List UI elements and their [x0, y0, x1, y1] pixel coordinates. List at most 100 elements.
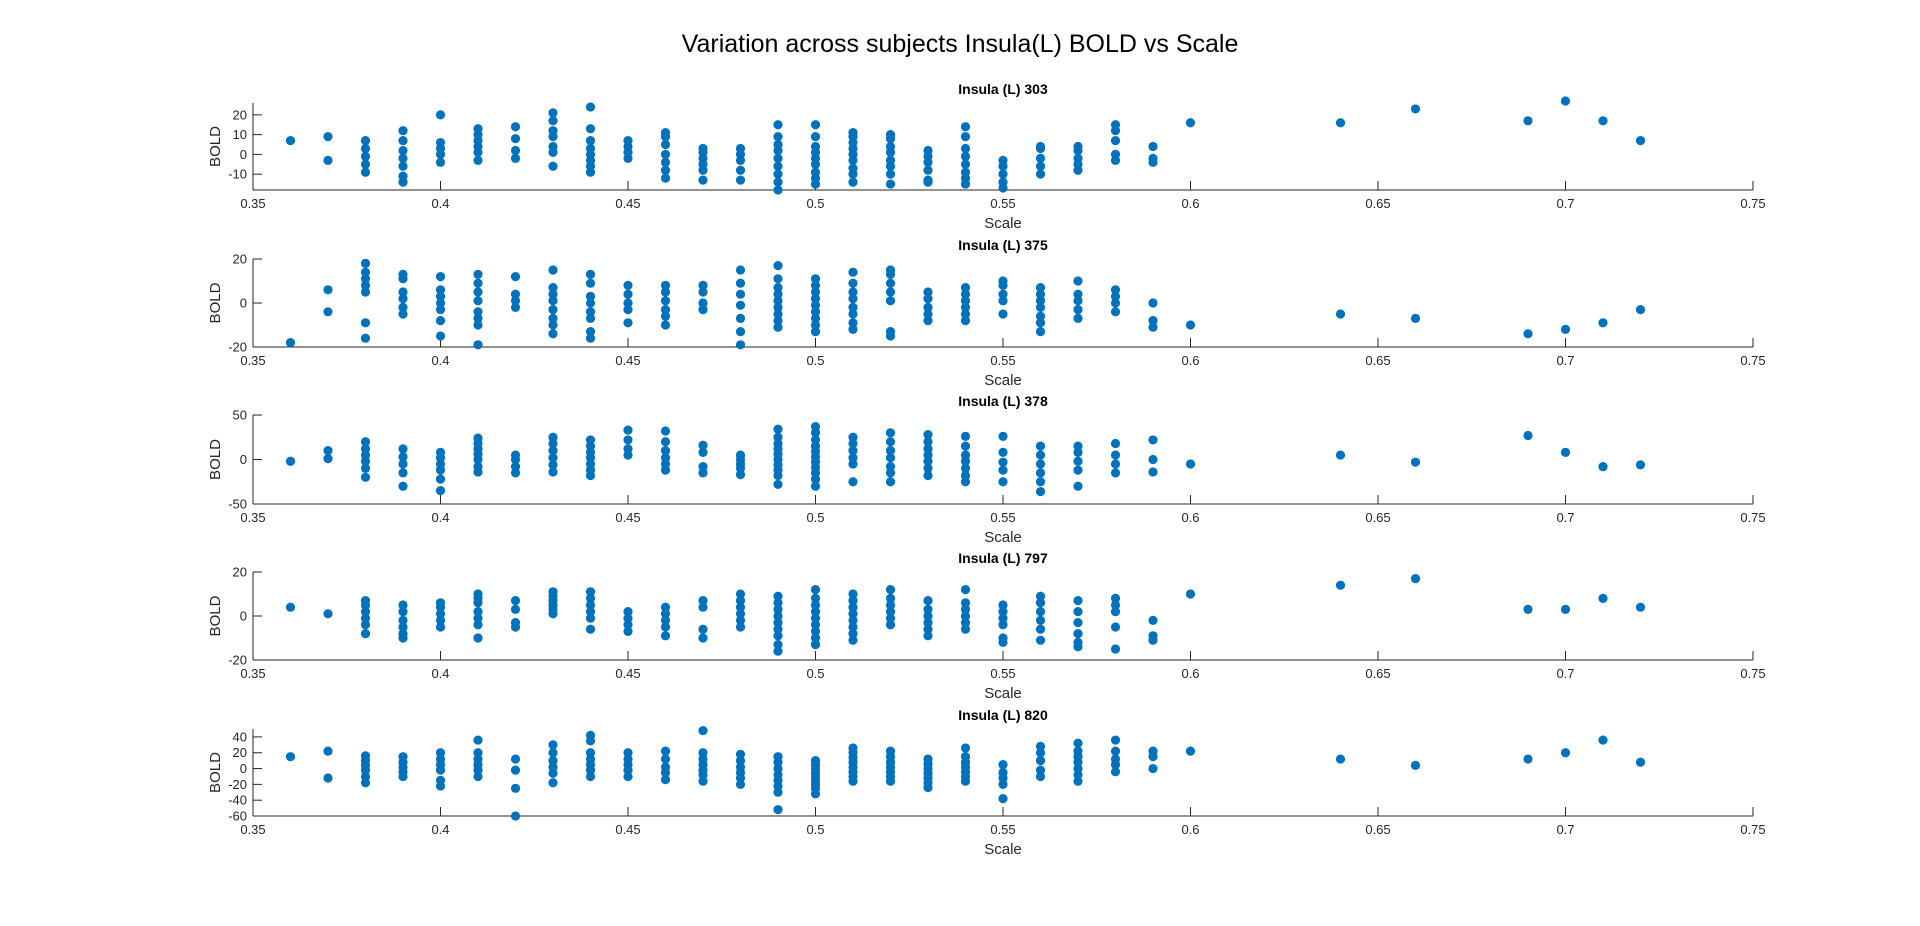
data-point [360, 629, 371, 639]
data-point [848, 324, 858, 334]
data-point [848, 629, 858, 639]
data-point [1035, 169, 1046, 179]
data-point [323, 155, 333, 165]
data-point [848, 438, 858, 449]
data-point [1073, 763, 1083, 774]
panel-2: Insula (L) 375 0.35 0.4 0.45 0.5 0.55 0.6 0.65 0… [207, 237, 1766, 389]
y-tick-label: 0 [240, 761, 247, 776]
data-point [1073, 776, 1083, 786]
data-point [773, 631, 783, 641]
data-point [885, 287, 896, 297]
data-point [585, 470, 596, 481]
data-point [1073, 289, 1083, 299]
data-point [698, 305, 708, 315]
data-point [773, 185, 783, 195]
data-point [923, 604, 933, 615]
data-point [773, 479, 783, 490]
data-point [960, 132, 971, 142]
data-point [323, 285, 333, 295]
data-point [510, 604, 521, 615]
data-point [473, 467, 483, 477]
data-point [360, 771, 371, 782]
data-point [960, 143, 971, 154]
data-point [960, 431, 971, 441]
data-point [1598, 735, 1608, 745]
data-point [585, 624, 596, 634]
data-point [473, 620, 483, 630]
data-point [885, 147, 896, 158]
data-point [1035, 741, 1046, 752]
data-point [885, 453, 896, 463]
data-point [1110, 622, 1121, 632]
data-point [398, 126, 408, 136]
data-point [998, 447, 1008, 457]
data-point [435, 157, 446, 167]
data-point [435, 609, 446, 619]
data-point [473, 313, 483, 323]
data-point [510, 145, 521, 156]
data-point [1335, 309, 1346, 319]
x-tick-label: 0.35 [240, 353, 265, 368]
data-point [885, 585, 896, 595]
data-point [698, 725, 708, 736]
data-point [1560, 447, 1571, 457]
data-point [660, 754, 671, 764]
data-point [998, 759, 1008, 770]
data-point [923, 177, 933, 187]
data-point [848, 609, 858, 619]
data-point [1035, 748, 1046, 758]
data-point [1035, 486, 1046, 497]
data-point [923, 463, 933, 473]
data-point [623, 318, 633, 328]
data-point [773, 805, 783, 815]
data-point [810, 620, 821, 630]
data-point [1410, 104, 1421, 114]
data-point [548, 740, 558, 750]
x-tick-label: 0.65 [1365, 510, 1390, 525]
data-point [1035, 161, 1046, 171]
data-point [735, 278, 746, 288]
data-point [885, 169, 896, 179]
data-point [323, 773, 333, 783]
data-point [848, 459, 858, 469]
data-point [548, 460, 558, 470]
data-point [473, 147, 483, 158]
panel-title: Insula (L) 303 [958, 81, 1048, 97]
data-point [285, 456, 296, 466]
data-point [885, 620, 896, 630]
y-tick-label: 40 [233, 729, 247, 744]
data-point [848, 615, 858, 626]
data-point [848, 155, 858, 165]
data-point [398, 177, 408, 187]
data-point [1598, 593, 1608, 604]
data-point [548, 313, 558, 323]
data-point [660, 465, 671, 475]
data-point [773, 296, 783, 306]
data-point [1073, 629, 1083, 639]
data-point [885, 593, 896, 604]
data-point [1035, 289, 1046, 299]
x-tick-label: 0.5 [806, 196, 824, 211]
data-point [1035, 591, 1046, 601]
data-point [1073, 596, 1083, 606]
data-point [548, 762, 558, 772]
data-point [1148, 435, 1158, 445]
data-point [548, 283, 558, 293]
y-axis-label: BOLD [207, 439, 224, 480]
data-point [1185, 459, 1196, 469]
data-point [623, 450, 633, 460]
data-point [1073, 618, 1083, 628]
panel-1: Insula (L) 303 0.35 0.4 0.45 0.5 0.55 0.6 0.65 0… [207, 81, 1766, 232]
data-point [1110, 759, 1121, 770]
data-point [960, 611, 971, 621]
data-point [1148, 467, 1158, 477]
data-point [548, 438, 558, 449]
data-point [1185, 118, 1196, 128]
data-point [998, 613, 1008, 623]
x-tick-label: 0.7 [1556, 353, 1574, 368]
data-point [360, 472, 371, 482]
x-tick-label: 0.35 [240, 510, 265, 525]
data-point [885, 607, 896, 617]
panel-title: Insula (L) 820 [958, 707, 1048, 723]
